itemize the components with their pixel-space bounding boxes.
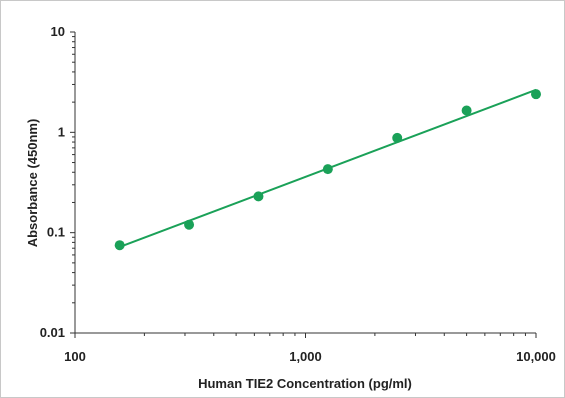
data-points — [114, 89, 541, 251]
x-axis-title: Human TIE2 Concentration (pg/ml) — [198, 376, 412, 391]
data-point — [114, 240, 125, 251]
x-ticks — [74, 333, 537, 338]
x-tick-label: 100 — [64, 349, 86, 364]
data-point — [322, 164, 333, 175]
data-point — [253, 191, 264, 202]
x-tick-label: 1,000 — [289, 349, 322, 364]
x-tick-label: 10,000 — [516, 349, 556, 364]
x-tick-labels: 100 1,000 10,000 — [64, 349, 556, 364]
data-point — [531, 89, 541, 100]
y-tick-label: 0.1 — [47, 225, 65, 240]
y-tick-label: 0.01 — [40, 325, 65, 340]
data-point — [184, 219, 195, 230]
data-point — [392, 132, 403, 143]
data-point — [461, 105, 472, 116]
y-axis-title: Absorbance (450nm) — [25, 119, 40, 248]
y-tick-label: 1 — [58, 124, 65, 139]
plot-area: 0.01 0.1 1 10 100 1,000 10,000 — [40, 24, 556, 364]
y-tick-labels: 0.01 0.1 1 10 — [40, 24, 65, 340]
y-ticks — [70, 31, 75, 334]
y-tick-label: 10 — [51, 24, 65, 39]
